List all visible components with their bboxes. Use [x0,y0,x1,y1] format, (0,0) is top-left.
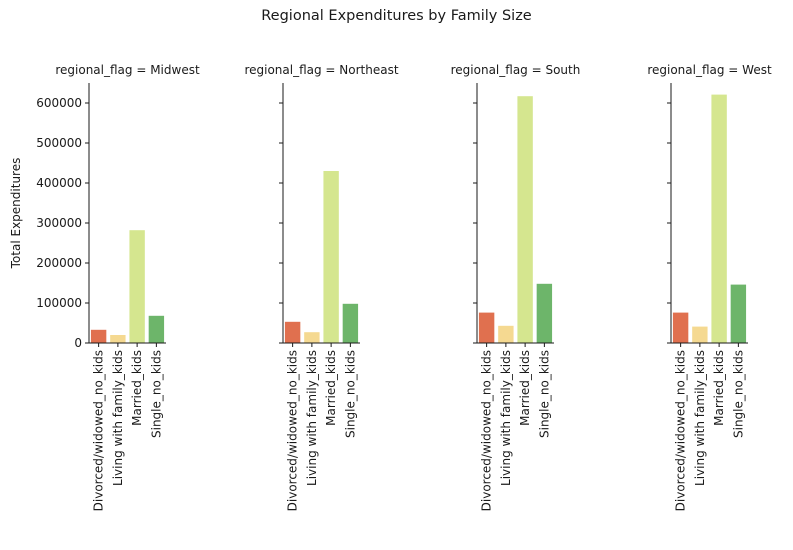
x-tick-label: Divorced/widowed_no_kids [674,350,688,511]
panel-title: regional_flag = Midwest [55,63,200,77]
bar [730,284,747,343]
bar [536,283,553,343]
y-tick-label: 200000 [36,256,82,270]
bar [711,94,727,343]
bar [517,96,533,343]
y-tick-label: 600000 [36,96,82,110]
facet-panel: regional_flag = Northeast Divorced/widowe… [244,63,398,511]
x-tick-label: Single_no_kids [149,350,163,438]
y-axis-label: Total Expenditures [9,158,23,270]
bar [672,312,689,343]
bar [148,315,165,343]
panel-title: regional_flag = Northeast [244,63,398,77]
x-tick-label: Divorced/widowed_no_kids [92,350,106,511]
x-tick-label: Married_kids [712,350,726,426]
x-tick-label: Single_no_kids [731,350,745,438]
x-tick-label: Divorced/widowed_no_kids [286,350,300,511]
x-tick-label: Living with family_kids [693,350,707,486]
x-tick-label: Living with family_kids [111,350,125,486]
y-tick-label: 500000 [36,136,82,150]
bar [284,321,301,343]
x-tick-label: Single_no_kids [537,350,551,438]
bar [692,326,708,343]
x-tick-label: Married_kids [324,350,338,426]
x-tick-label: Single_no_kids [343,350,357,438]
chart-title: Regional Expenditures by Family Size [261,8,532,24]
x-tick-label: Married_kids [130,350,144,426]
bar [129,230,145,343]
y-tick-label: 400000 [36,176,82,190]
facet-panel: regional_flag = West Divorced/widowed_no_… [647,63,772,511]
panel-title: regional_flag = West [647,63,772,77]
bar [498,325,514,343]
facet-panel: regional_flag = Midwest 0 100000 200000 3000… [36,63,200,511]
x-tick-label: Married_kids [518,350,532,426]
y-tick-label: 100000 [36,296,82,310]
bar [304,332,320,343]
x-tick-label: Divorced/widowed_no_kids [480,350,494,511]
bar [323,171,339,343]
facet-panel: regional_flag = South Divorced/widowed_no… [451,63,581,511]
x-tick-label: Living with family_kids [499,350,513,486]
bar [90,329,107,343]
x-tick-label: Living with family_kids [305,350,319,486]
bar [342,303,359,343]
panel-title: regional_flag = South [451,63,581,77]
y-tick-label: 0 [74,336,82,350]
y-tick-label: 300000 [36,216,82,230]
bar [478,312,495,343]
bar [110,335,126,343]
